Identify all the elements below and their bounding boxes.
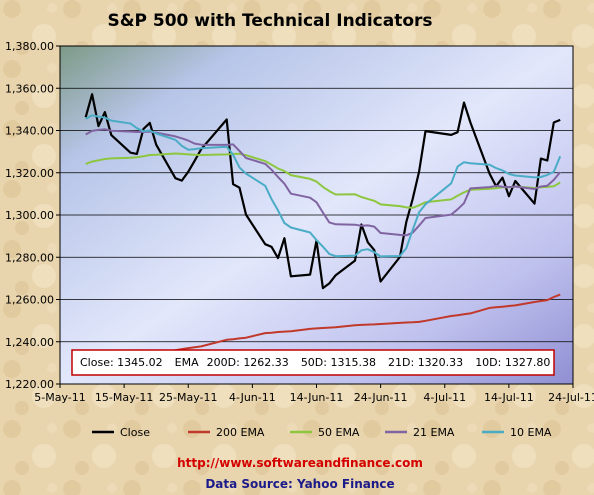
- x-tick-label: 24-Jun-11: [354, 391, 408, 404]
- legend-label-50-ema: 50 EMA: [318, 426, 360, 439]
- summary-200d-label: 200D:: [207, 356, 240, 369]
- legend-label-close: Close: [120, 426, 150, 439]
- summary-21d-value: 1320.33: [418, 356, 464, 369]
- x-tick-label: 25-May-11: [159, 391, 217, 404]
- summary-close-value: 1345.02: [117, 356, 163, 369]
- legend-label-21-ema: 21 EMA: [413, 426, 455, 439]
- summary-10d-value: 1327.80: [505, 356, 551, 369]
- y-axis-ticks: 1,220.00 1,240.00 1,260.00 1,280.00 1,300.00…: [5, 40, 60, 391]
- legend-label-200-ema: 200 EMA: [216, 426, 265, 439]
- x-tick-label: 24-Jul-11: [548, 391, 594, 404]
- chart-title: S&P 500 with Technical Indicators: [107, 11, 432, 31]
- source-url: http://www.softwareandfinance.com: [177, 456, 423, 470]
- summary-50d-value: 1315.38: [331, 356, 377, 369]
- summary-box-frame: [71, 349, 555, 376]
- series-line-close: [84, 93, 561, 290]
- legend: Close 200 EMA 50 EMA 21 EMA 10 EMA: [92, 426, 552, 439]
- x-tick-label: 15-May-11: [95, 391, 153, 404]
- x-tick-label: 5-May-11: [34, 391, 85, 404]
- x-tick-label: 4-Jul-11: [423, 391, 466, 404]
- series-line-10-ema: [85, 114, 562, 258]
- series-line-50-ema: [85, 152, 561, 209]
- x-tick-label: 14-Jul-11: [484, 391, 534, 404]
- y-tick-label: 1,240.00: [5, 336, 54, 349]
- y-tick-label: 1,220.00: [5, 378, 54, 391]
- y-tick-label: 1,260.00: [5, 294, 54, 307]
- legend-label-10-ema: 10 EMA: [510, 426, 552, 439]
- x-tick-label: 4-Jun-11: [229, 391, 276, 404]
- y-tick-label: 1,280.00: [5, 251, 54, 264]
- summary-ema-label: EMA: [175, 356, 199, 369]
- y-tick-label: 1,300.00: [5, 209, 54, 222]
- summary-text: Close: 1345.02 EMA 200D: 1262.33 50D: 1315.…: [80, 356, 550, 369]
- summary-10d-label: 10D:: [475, 356, 501, 369]
- summary-box: Close: 1345.02 EMA 200D: 1262.33 50D: 1315.…: [71, 349, 555, 376]
- x-axis-ticks: 5-May-11 15-May-11 25-May-11 4-Jun-11 14-Jun…: [34, 384, 594, 404]
- summary-200d-value: 1262.33: [243, 356, 289, 369]
- data-source: Data Source: Yahoo Finance: [205, 477, 394, 491]
- x-tick-label: 14-Jun-11: [290, 391, 344, 404]
- y-tick-label: 1,340.00: [5, 125, 54, 138]
- summary-50d-label: 50D:: [301, 356, 327, 369]
- y-tick-label: 1,380.00: [5, 40, 54, 53]
- y-tick-label: 1,360.00: [5, 82, 54, 95]
- summary-21d-label: 21D:: [388, 356, 414, 369]
- summary-close-label: Close:: [80, 356, 114, 369]
- y-tick-label: 1,320.00: [5, 167, 54, 180]
